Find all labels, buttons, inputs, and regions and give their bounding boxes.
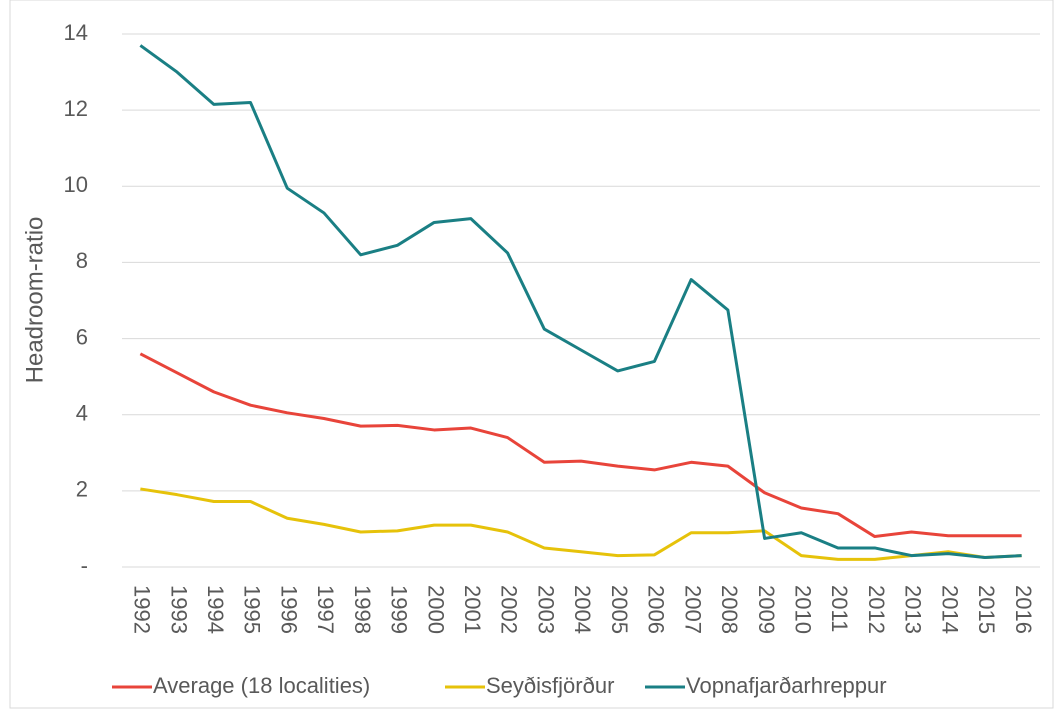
series-line bbox=[139, 352, 1022, 539]
x-tick-label: 1996 bbox=[276, 585, 301, 634]
y-tick-label: 10 bbox=[64, 172, 88, 197]
x-tick-label: 2002 bbox=[497, 585, 522, 634]
x-tick-label: 1992 bbox=[130, 585, 155, 634]
x-tick-label: 2001 bbox=[460, 585, 485, 634]
x-tick-label: 1994 bbox=[203, 585, 228, 634]
x-tick-label: 2010 bbox=[791, 585, 816, 634]
x-tick-label: 2014 bbox=[937, 585, 962, 634]
y-tick-label: 2 bbox=[76, 477, 88, 502]
x-tick-label: 1998 bbox=[350, 585, 375, 634]
legend-label: Seyðisfjörður bbox=[486, 673, 614, 698]
x-tick-label: 2009 bbox=[754, 585, 779, 634]
x-tick-label: 1997 bbox=[313, 585, 338, 634]
y-tick-label: 4 bbox=[76, 401, 88, 426]
x-tick-label: 2005 bbox=[607, 585, 632, 634]
y-axis-label: Headroom-ratio bbox=[21, 217, 48, 384]
x-tick-label: 2000 bbox=[423, 585, 448, 634]
x-tick-label: 2015 bbox=[974, 585, 999, 634]
x-tick-label: 2003 bbox=[533, 585, 558, 634]
y-tick-label: 14 bbox=[64, 20, 88, 45]
legend-label: Vopnafjarðarhreppur bbox=[686, 673, 887, 698]
x-tick-label: 2012 bbox=[864, 585, 889, 634]
y-tick-label: 12 bbox=[64, 96, 88, 121]
legend-label: Average (18 localities) bbox=[153, 673, 370, 698]
series-line bbox=[140, 487, 1022, 561]
y-tick-label: 8 bbox=[76, 248, 88, 273]
x-tick-label: 2004 bbox=[570, 585, 595, 634]
x-tick-label: 1999 bbox=[387, 585, 412, 634]
x-tick-label: 1995 bbox=[240, 585, 265, 634]
x-tick-label: 2006 bbox=[644, 585, 669, 634]
y-tick-label: 6 bbox=[76, 324, 88, 349]
x-tick-label: 2008 bbox=[717, 585, 742, 634]
x-tick-label: 2011 bbox=[827, 585, 852, 632]
x-tick-label: 2013 bbox=[901, 585, 926, 634]
series-line bbox=[139, 44, 1022, 559]
chart-frame bbox=[9, 0, 1054, 709]
x-tick-label: 2007 bbox=[680, 585, 705, 634]
x-tick-label: 1993 bbox=[166, 585, 191, 634]
x-tick-label: 2016 bbox=[1011, 585, 1036, 634]
y-tick-label: - bbox=[81, 553, 88, 578]
